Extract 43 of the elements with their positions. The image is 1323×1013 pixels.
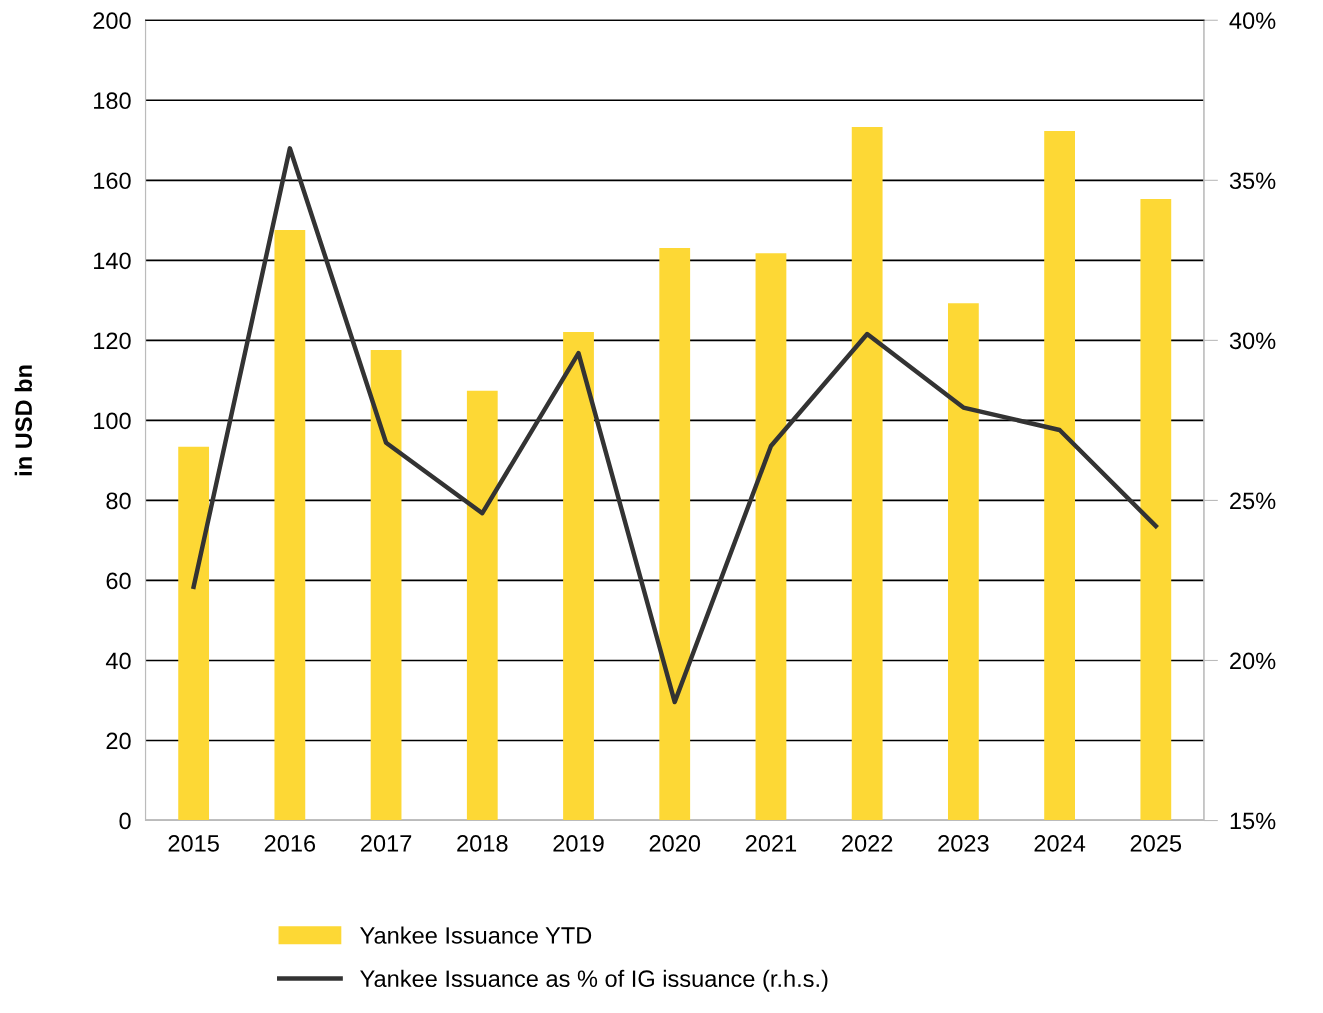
bar (851, 127, 883, 821)
x-tick-label: 2020 (649, 835, 701, 852)
y-tick-label: 160 (94, 172, 131, 190)
x-tick-label: 2018 (457, 835, 508, 852)
x-tick-label: 2022 (842, 835, 893, 852)
x-tick-label: 2017 (361, 835, 412, 852)
y-tick-label: 120 (94, 332, 131, 350)
bar (466, 390, 498, 821)
y2-tick-label: 25% (1230, 492, 1276, 510)
y-tick-label: 60 (106, 572, 131, 590)
bar (659, 247, 691, 821)
x-tick-label: 2019 (553, 835, 604, 852)
y-tick-label: 180 (94, 92, 131, 110)
y-tick-label: 140 (94, 252, 131, 270)
bar (1044, 131, 1075, 821)
bar (1140, 199, 1172, 821)
bar (755, 253, 787, 821)
y-tick-label: 0 (119, 812, 131, 830)
x-tick-label: 2024 (1034, 835, 1086, 852)
legend-label: Yankee Issuance YTD (360, 926, 592, 944)
bar (563, 331, 594, 821)
y2-tick-label: 40% (1229, 12, 1276, 30)
y2-tick-label: 15% (1230, 812, 1276, 830)
line-series (191, 146, 1159, 705)
x-tick-label: 2016 (264, 835, 316, 852)
x-tick-label: 2021 (745, 835, 797, 852)
x-tick-label: 2025 (1130, 835, 1182, 852)
x-tick-label: 2015 (168, 835, 219, 852)
y2-tick-label: 35% (1229, 172, 1276, 190)
y2-tick-label: 30% (1229, 332, 1276, 350)
legend-label: Yankee Issuance as % of IG issuance (r.h.s.) (360, 969, 828, 992)
bar (274, 229, 306, 821)
y-tick-label: 200 (93, 12, 131, 30)
y-tick-label: 100 (94, 412, 131, 430)
y-tick-label: 20 (106, 732, 131, 750)
x-tick-label: 2023 (938, 835, 989, 852)
y-tick-label: 80 (106, 492, 131, 510)
y-tick-label: 40 (105, 652, 131, 670)
bar (947, 303, 979, 821)
y2-tick-label: 20% (1230, 652, 1276, 670)
y-axis-title: in USD bn (14, 365, 33, 476)
bar (370, 349, 402, 821)
bar (178, 446, 210, 821)
